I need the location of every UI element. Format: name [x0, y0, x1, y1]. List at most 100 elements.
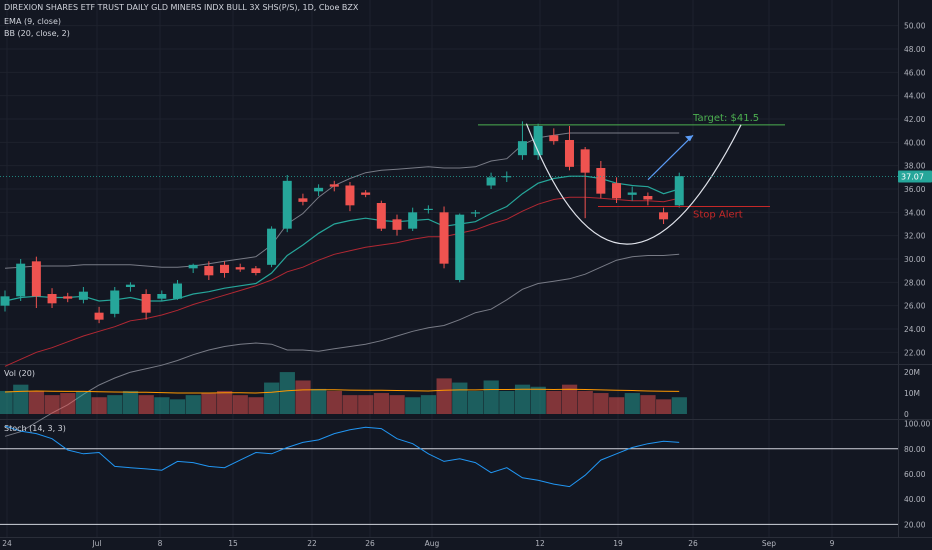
volume-bar	[138, 395, 154, 414]
candle-body	[78, 291, 88, 300]
candle-body	[376, 203, 386, 229]
volume-bar	[483, 380, 499, 414]
candles	[0, 121, 684, 324]
volume-bar	[44, 395, 60, 414]
candle-body	[549, 135, 559, 142]
volume-bar	[279, 372, 295, 414]
volume-bar	[546, 390, 562, 414]
volume-legend[interactable]: Vol (20)	[4, 369, 35, 378]
candle-body	[674, 176, 684, 206]
target-label: Target: $41.5	[692, 113, 759, 124]
price-tick-label: 36.00	[904, 185, 926, 194]
candle-body	[659, 212, 669, 220]
candle-body	[235, 267, 245, 270]
candle-body	[564, 140, 574, 167]
candle-body	[267, 228, 277, 265]
candle-body	[204, 266, 214, 276]
candle-body	[220, 264, 230, 273]
volume-bar	[154, 397, 170, 414]
bb-upper-line	[4, 132, 680, 269]
volume-bar	[420, 395, 437, 414]
x-tick-label: 12	[535, 539, 545, 548]
volume-bar	[0, 390, 13, 414]
volume-bar	[122, 390, 139, 414]
volume-bar	[342, 395, 358, 414]
volume-bar	[248, 397, 264, 414]
target-arrow-head	[685, 135, 693, 142]
volume-bar	[436, 378, 452, 414]
volume-bar	[232, 395, 248, 414]
volume-bar	[358, 395, 374, 414]
volume-bar	[264, 382, 280, 414]
price-tick-label: 28.00	[904, 278, 926, 287]
stoch-tick-label: 80.00	[904, 445, 926, 454]
candle-body	[94, 312, 104, 320]
ema-legend[interactable]: EMA (9, close)	[4, 17, 61, 26]
candle-body	[47, 294, 57, 304]
price-tick-label: 30.00	[904, 255, 926, 264]
x-tick-label: 15	[228, 539, 238, 548]
candle-body	[16, 263, 26, 297]
stoch-legend[interactable]: Stoch (14, 3, 3)	[4, 424, 66, 433]
volume-bar	[217, 390, 233, 414]
stoch-k-line	[4, 425, 680, 488]
candle-body	[612, 183, 622, 199]
bb-lower-line	[4, 253, 680, 437]
volume-bar	[656, 399, 672, 414]
volume-bar	[577, 390, 593, 414]
volume-bar	[107, 395, 123, 414]
volume-bar	[405, 397, 421, 414]
price-tick-label: 40.00	[904, 138, 926, 147]
x-tick-label: Aug	[425, 539, 440, 548]
x-tick-label: 26	[365, 539, 375, 548]
price-tick-label: 42.00	[904, 115, 926, 124]
volume-bar	[28, 390, 45, 414]
candle-body	[298, 198, 308, 202]
volume-bar	[326, 390, 342, 414]
candle-body	[423, 208, 433, 210]
candle-body	[643, 196, 653, 200]
stop-alert-label: Stop Alert	[693, 210, 743, 221]
candle-body	[314, 187, 324, 192]
volume-bar	[609, 397, 625, 414]
axes: 37.07 24 Jul 8 15 22 26 Aug 12 19 26 Sep 9 22.00 24.0…	[0, 22, 932, 548]
stoch-tick-label: 100.00	[904, 420, 930, 429]
price-tick-label: 34.00	[904, 208, 926, 217]
candle-body	[0, 296, 10, 306]
volume-bar	[13, 384, 29, 414]
candle-body	[408, 212, 418, 229]
volume-bar	[185, 395, 201, 414]
candle-body	[392, 219, 402, 230]
candle-body	[361, 192, 371, 195]
x-tick-label: Sep	[762, 539, 776, 548]
bb-basis-line	[4, 196, 680, 367]
volume-bar	[60, 393, 76, 414]
candle-body	[596, 168, 606, 194]
candle-body	[627, 192, 637, 195]
volume-bar	[373, 393, 390, 414]
last-price-badge	[898, 170, 932, 183]
target-arrow	[647, 134, 694, 181]
chart-title: DIREXION SHARES ETF TRUST DAILY GLD MINE…	[4, 3, 359, 12]
last-price-value: 37.07	[901, 173, 924, 182]
volume-bar	[499, 390, 515, 414]
volume-bar	[671, 397, 687, 414]
volume-bar	[91, 397, 107, 414]
volume-tick-label: 0	[904, 410, 909, 419]
candle-body	[455, 214, 465, 280]
candle-body	[188, 264, 198, 269]
stochastic-pane	[0, 425, 898, 525]
annotations: Target: $41.5 Stop Alert	[478, 113, 785, 245]
candle-body	[502, 176, 512, 178]
bb-legend[interactable]: BB (20, close, 2)	[4, 29, 70, 38]
candle-body	[125, 284, 135, 287]
volume-bar	[640, 395, 656, 414]
candle-body	[517, 141, 527, 156]
volume-bar	[561, 384, 578, 414]
candle-body	[439, 212, 449, 264]
candle-body	[470, 212, 480, 214]
price-tick-label: 48.00	[904, 45, 926, 54]
volume-bar	[169, 399, 186, 414]
price-tick-label: 22.00	[904, 348, 926, 357]
